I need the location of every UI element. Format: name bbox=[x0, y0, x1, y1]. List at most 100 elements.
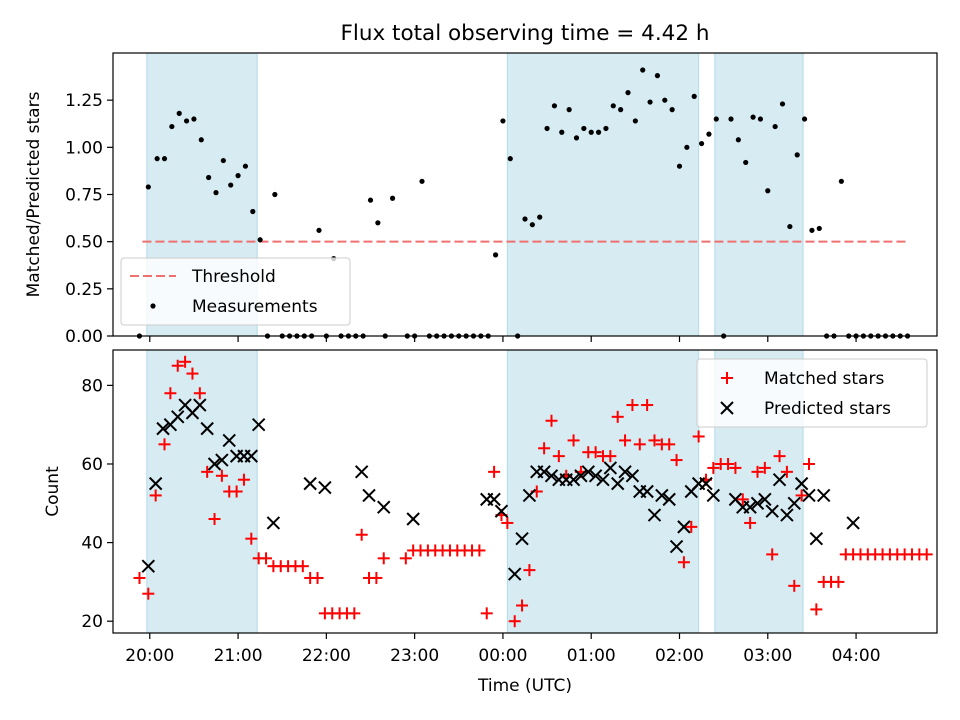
matched-star-point bbox=[508, 615, 521, 628]
measurement-point bbox=[235, 173, 241, 179]
x-tick-label: 21:00 bbox=[214, 646, 263, 666]
top-y-ticks: 0.00 0.25 0.50 0.75 1.00 1.25 bbox=[65, 91, 113, 347]
measurement-point bbox=[787, 223, 793, 230]
predicted-star-point bbox=[544, 469, 559, 483]
predicted-star-point bbox=[362, 488, 376, 503]
predicted-star-point bbox=[677, 520, 691, 534]
measurement-point bbox=[676, 163, 683, 169]
predicted-star-point bbox=[141, 559, 156, 573]
matched-star-point bbox=[663, 438, 676, 451]
predicted-star-point bbox=[406, 512, 420, 526]
x-tick-label: 03:00 bbox=[743, 646, 792, 666]
measurement-point bbox=[242, 163, 249, 169]
measurement-point bbox=[492, 252, 499, 258]
observing-interval-shade bbox=[506, 52, 700, 337]
observing-interval-shade bbox=[714, 52, 804, 337]
x-tick-label: 01:00 bbox=[567, 646, 616, 666]
measurement-point bbox=[581, 125, 587, 132]
predicted-star-point bbox=[148, 476, 163, 491]
matched-star-point bbox=[729, 461, 742, 474]
measurement-point bbox=[183, 118, 190, 124]
matched-star-point bbox=[230, 485, 243, 498]
measurement-point bbox=[507, 156, 513, 162]
predicted-star-point bbox=[802, 488, 816, 503]
measurement-points bbox=[136, 67, 911, 339]
matched-star-point bbox=[370, 571, 383, 584]
measurement-point bbox=[522, 216, 528, 222]
matched-star-point bbox=[626, 399, 639, 412]
predicted-star-point bbox=[215, 453, 229, 467]
matched-star-point bbox=[296, 560, 309, 573]
predicted-star-point bbox=[809, 531, 824, 546]
matched-star-point bbox=[399, 552, 412, 565]
predicted-star-point bbox=[647, 508, 662, 522]
measurement-point bbox=[691, 93, 697, 99]
matched-star-point bbox=[215, 469, 228, 482]
measurement-point bbox=[765, 188, 771, 194]
measurement-point bbox=[375, 220, 381, 226]
measurement-point bbox=[654, 73, 661, 79]
top-legend-box bbox=[120, 257, 351, 326]
matched-star-point bbox=[179, 355, 192, 368]
predicted-star-point bbox=[566, 473, 581, 487]
predicted-star-point bbox=[655, 488, 669, 503]
matched-star-point bbox=[193, 387, 206, 400]
predicted-star-point bbox=[200, 421, 214, 436]
measurement-point bbox=[176, 110, 182, 116]
measurement-point bbox=[588, 129, 594, 135]
bottom-legend: Matched stars Predicted stars bbox=[696, 358, 928, 428]
matched-star-point bbox=[619, 434, 632, 447]
legend-measurements-swatch bbox=[150, 303, 156, 309]
measurement-point bbox=[735, 137, 741, 143]
matched-star-point bbox=[480, 607, 493, 620]
top-panel: 0.00 0.25 0.50 0.75 1.00 1.25 Matched/Predict… bbox=[24, 52, 938, 347]
top-y-axis-label: Matched/Predicted stars bbox=[24, 91, 44, 297]
predicted-star-point bbox=[794, 476, 809, 491]
matched-star-point bbox=[633, 438, 646, 451]
y-tick-label: 80 bbox=[81, 376, 103, 396]
measurement-point bbox=[728, 116, 734, 122]
measurement-point bbox=[206, 174, 212, 181]
matched-star-point bbox=[758, 461, 771, 474]
measurement-point bbox=[816, 225, 822, 232]
measurement-point bbox=[647, 99, 653, 105]
y-tick-label: 0.75 bbox=[65, 186, 103, 206]
matched-star-point bbox=[810, 603, 823, 616]
matched-star-point bbox=[766, 548, 779, 561]
predicted-star-point bbox=[610, 476, 625, 491]
y-tick-label: 60 bbox=[81, 455, 103, 475]
y-tick-label: 20 bbox=[81, 612, 103, 632]
predicted-star-point bbox=[596, 473, 610, 487]
matched-star-point bbox=[473, 544, 486, 557]
matched-star-point bbox=[604, 450, 617, 463]
y-tick-label: 0.00 bbox=[65, 327, 103, 347]
predicted-star-point bbox=[377, 500, 391, 514]
predicted-star-point bbox=[772, 473, 787, 487]
measurement-point bbox=[198, 137, 204, 143]
matched-star-point bbox=[641, 399, 654, 412]
chart-title: Flux total observing time = 4.42 h bbox=[341, 21, 710, 46]
measurement-point bbox=[250, 208, 256, 215]
matched-star-point bbox=[545, 414, 558, 427]
measurement-point bbox=[706, 131, 712, 137]
measurement-point bbox=[662, 97, 668, 103]
matched-star-point bbox=[744, 516, 757, 529]
predicted-star-point bbox=[669, 539, 684, 554]
matched-star-point bbox=[795, 489, 808, 502]
measurement-point bbox=[713, 116, 719, 122]
measurement-point bbox=[272, 191, 278, 198]
matched-star-point bbox=[538, 442, 551, 455]
measurement-point bbox=[191, 116, 197, 122]
matched-star-point bbox=[692, 430, 705, 443]
measurement-point bbox=[529, 222, 535, 228]
matched-star-point bbox=[311, 571, 324, 584]
predicted-star-point bbox=[522, 488, 537, 503]
y-tick-label: 1.25 bbox=[65, 91, 103, 111]
matched-star-point bbox=[158, 438, 171, 451]
measurement-point bbox=[684, 144, 690, 150]
matched-star-point bbox=[488, 465, 501, 478]
predicted-star-point bbox=[574, 469, 588, 483]
matched-star-point bbox=[788, 579, 801, 592]
predicted-star-point bbox=[251, 417, 266, 432]
